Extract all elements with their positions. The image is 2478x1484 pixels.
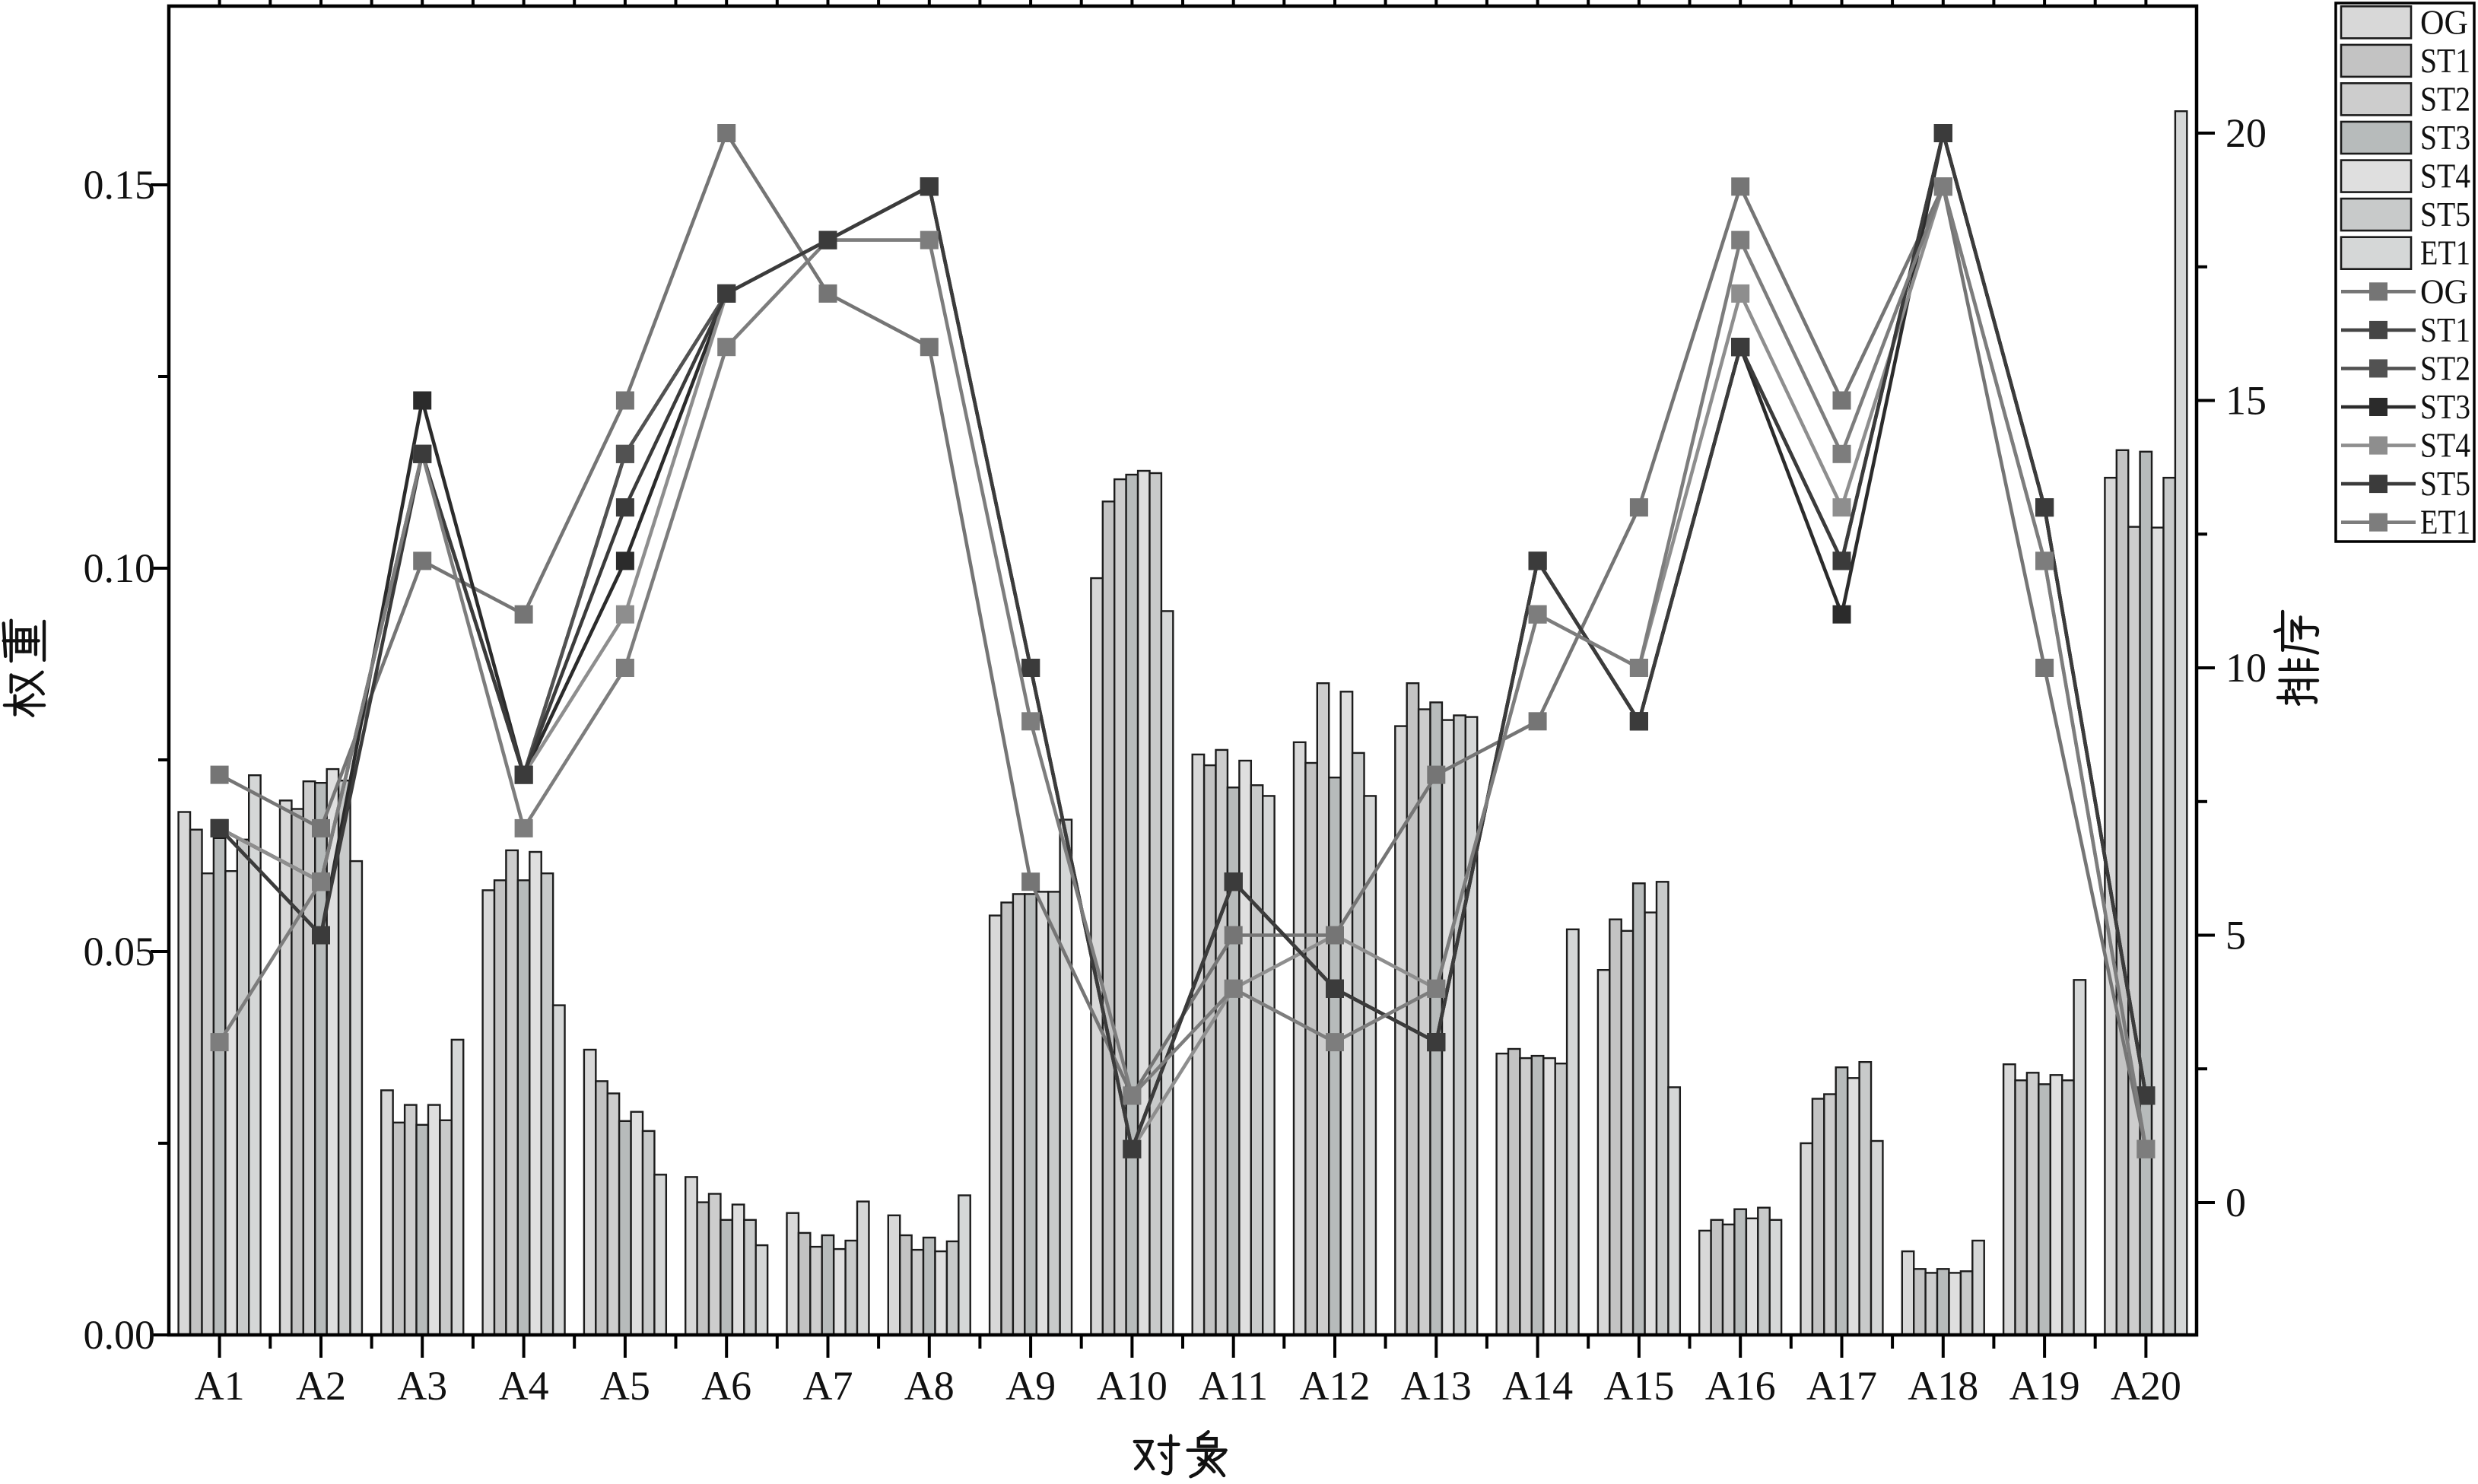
svg-text:ST2: ST2 xyxy=(2420,79,2470,118)
svg-text:A20: A20 xyxy=(2111,1363,2181,1409)
svg-text:A19: A19 xyxy=(2009,1363,2080,1409)
svg-text:ST5: ST5 xyxy=(2420,464,2470,503)
svg-text:A18: A18 xyxy=(1908,1363,1978,1409)
svg-text:ET1: ET1 xyxy=(2420,503,2470,542)
svg-text:0.00: 0.00 xyxy=(84,1312,156,1358)
svg-text:A15: A15 xyxy=(1603,1363,1674,1409)
svg-text:A7: A7 xyxy=(803,1363,853,1409)
svg-text:ST1: ST1 xyxy=(2420,310,2470,349)
svg-text:ST3: ST3 xyxy=(2420,118,2470,157)
svg-text:0.05: 0.05 xyxy=(84,929,156,974)
svg-text:A4: A4 xyxy=(499,1363,549,1409)
svg-text:A14: A14 xyxy=(1502,1363,1573,1409)
svg-text:20: 20 xyxy=(2225,110,2267,156)
svg-text:A5: A5 xyxy=(600,1363,650,1409)
svg-text:ST4: ST4 xyxy=(2420,157,2470,195)
svg-text:ST3: ST3 xyxy=(2420,387,2470,426)
svg-text:ST5: ST5 xyxy=(2420,195,2470,234)
svg-text:A11: A11 xyxy=(1199,1363,1268,1409)
svg-text:A9: A9 xyxy=(1005,1363,1056,1409)
svg-text:A1: A1 xyxy=(195,1363,245,1409)
svg-text:A16: A16 xyxy=(1705,1363,1776,1409)
svg-text:A13: A13 xyxy=(1401,1363,1472,1409)
svg-text:A6: A6 xyxy=(701,1363,751,1409)
svg-text:15: 15 xyxy=(2225,378,2267,424)
svg-text:ST1: ST1 xyxy=(2420,41,2470,80)
svg-text:A10: A10 xyxy=(1097,1363,1168,1409)
svg-text:0.15: 0.15 xyxy=(84,162,156,208)
svg-text:OG: OG xyxy=(2420,2,2468,41)
svg-text:0.10: 0.10 xyxy=(84,545,156,591)
svg-text:OG: OG xyxy=(2420,272,2468,310)
svg-text:A2: A2 xyxy=(296,1363,346,1409)
svg-text:ST2: ST2 xyxy=(2420,348,2470,387)
svg-text:A8: A8 xyxy=(904,1363,955,1409)
svg-text:ET1: ET1 xyxy=(2420,234,2470,272)
svg-text:A17: A17 xyxy=(1806,1363,1877,1409)
svg-text:A12: A12 xyxy=(1300,1363,1371,1409)
svg-text:5: 5 xyxy=(2225,913,2246,958)
svg-text:A3: A3 xyxy=(397,1363,447,1409)
svg-text:10: 10 xyxy=(2225,645,2267,691)
svg-text:0: 0 xyxy=(2225,1180,2246,1225)
svg-text:ST4: ST4 xyxy=(2420,426,2470,465)
